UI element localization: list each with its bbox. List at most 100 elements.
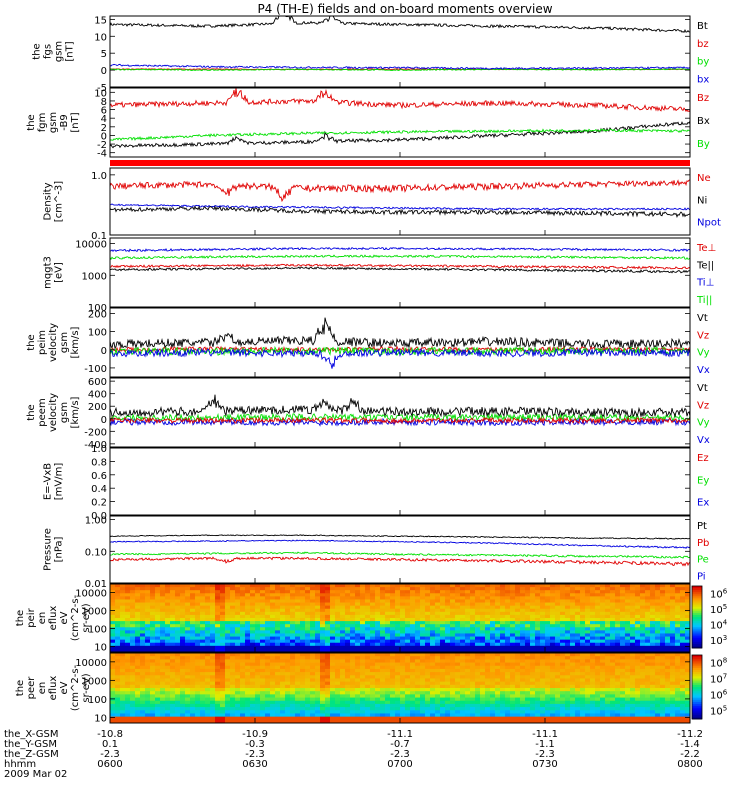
heatmap-cell [215, 678, 221, 683]
heatmap-cell [450, 665, 456, 670]
heatmap-cell [655, 636, 661, 641]
heatmap-cell [370, 605, 376, 610]
heatmap-cell [480, 611, 486, 616]
heatmap-cell [680, 618, 686, 622]
legend-label: Vx [697, 435, 710, 446]
heatmap-cell [225, 593, 231, 597]
heatmap-cell [645, 633, 651, 637]
heatmap-cell [115, 719, 121, 724]
heatmap-cell [280, 630, 286, 634]
heatmap-cell [395, 608, 401, 613]
heatmap-cell [465, 659, 471, 663]
heatmap-cell [300, 668, 306, 673]
heatmap-cell [260, 624, 266, 628]
heatmap-cell [350, 627, 356, 631]
heatmap-cell [330, 662, 336, 667]
heatmap-cell [270, 672, 276, 676]
heatmap-cell [495, 630, 501, 634]
heatmap-cell [545, 608, 551, 613]
heatmap-cell [685, 627, 691, 631]
heatmap-cell [335, 716, 341, 721]
heatmap-cell [130, 656, 136, 660]
heatmap-cell [575, 668, 581, 673]
heatmap-cell [240, 636, 246, 641]
heatmap-cell [540, 639, 546, 644]
colorbar-cell [692, 623, 702, 626]
heatmap-cell [545, 599, 551, 603]
heatmap-cell [410, 716, 416, 721]
heatmap-cell [395, 611, 401, 616]
heatmap-cell [190, 639, 196, 644]
heatmap-cell [195, 621, 201, 625]
heatmap-cell [430, 599, 436, 603]
heatmap-cell [425, 624, 431, 628]
heatmap-cell [260, 593, 266, 597]
heatmap-cell [175, 665, 181, 670]
heatmap-cell [670, 602, 676, 607]
heatmap-cell [425, 599, 431, 603]
heatmap-cell [405, 672, 411, 676]
heatmap-cell [435, 700, 441, 705]
heatmap-cell [560, 624, 566, 628]
heatmap-cell [255, 639, 261, 644]
heatmap-cell [580, 665, 586, 670]
heatmap-cell [160, 618, 166, 622]
heatmap-cell [275, 633, 281, 637]
heatmap-cell [345, 659, 351, 663]
heatmap-cell [120, 707, 126, 711]
heatmap-cell [525, 587, 531, 591]
heatmap-cell [310, 630, 316, 634]
heatmap-cell [320, 662, 326, 667]
heatmap-cell [545, 659, 551, 663]
heatmap-cell [390, 659, 396, 663]
heatmap-cell [285, 602, 291, 607]
heatmap-cell [515, 599, 521, 603]
heatmap-cell [185, 697, 191, 702]
heatmap-cell [500, 675, 506, 679]
heatmap-cell [125, 624, 131, 628]
heatmap-cell [160, 713, 166, 718]
heatmap-cell [400, 590, 406, 594]
heatmap-cell [270, 694, 276, 698]
heatmap-cell [505, 694, 511, 698]
heatmap-cell [510, 716, 516, 721]
heatmap-cell [455, 668, 461, 673]
heatmap-cell [165, 665, 171, 670]
heatmap-cell [430, 688, 436, 692]
heatmap-cell [360, 672, 366, 676]
heatmap-cell [675, 596, 681, 600]
heatmap-cell [535, 584, 541, 588]
heatmap-cell [365, 675, 371, 679]
heatmap-cell [350, 636, 356, 641]
colorbar-cell [692, 637, 702, 641]
heatmap-cell [410, 614, 416, 619]
heatmap-cell [360, 691, 366, 695]
heatmap-cell [215, 630, 221, 634]
heatmap-cell [550, 710, 556, 714]
heatmap-cell [380, 636, 386, 641]
heatmap-cell [325, 605, 331, 610]
heatmap-cell [540, 602, 546, 607]
heatmap-cell [370, 627, 376, 631]
heatmap-cell [200, 697, 206, 702]
heatmap-cell [265, 659, 271, 663]
heatmap-cell [150, 611, 156, 616]
heatmap-cell [570, 707, 576, 711]
y-tick-label: 0.01 [85, 579, 107, 590]
heatmap-cell [335, 719, 341, 724]
heatmap-cell [355, 697, 361, 702]
heatmap-cell [495, 621, 501, 625]
heatmap-cell [310, 681, 316, 686]
heatmap-cell [655, 605, 661, 610]
heatmap-cell [530, 602, 536, 607]
heatmap-cell [230, 665, 236, 670]
heatmap-cell [335, 596, 341, 600]
heatmap-cell [400, 665, 406, 670]
heatmap-cell [225, 700, 231, 705]
heatmap-cell [555, 621, 561, 625]
heatmap-cell [155, 653, 161, 657]
heatmap-cell [390, 653, 396, 657]
heatmap-cell [475, 639, 481, 644]
